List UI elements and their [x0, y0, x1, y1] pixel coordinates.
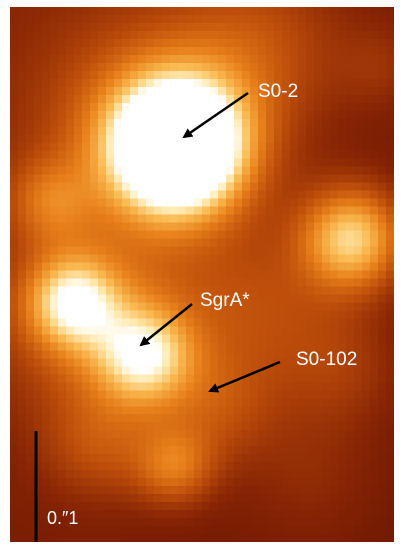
label-s0-102: S0-102: [296, 349, 358, 370]
arrow-s0-2: [182, 91, 249, 139]
scale-bar-label: 0.″1: [47, 508, 79, 528]
annotation-overlay: [34, 91, 281, 542]
arrow-sgra: [139, 303, 193, 347]
arrow-s0-102: [208, 360, 281, 393]
infrared-sky-image: [10, 7, 394, 542]
sky-image-frame: S0-2 SgrA* S0-102 0.″1: [10, 7, 394, 542]
label-s0-2: S0-2: [258, 81, 299, 102]
label-sgr-a-star: SgrA*: [200, 290, 250, 311]
